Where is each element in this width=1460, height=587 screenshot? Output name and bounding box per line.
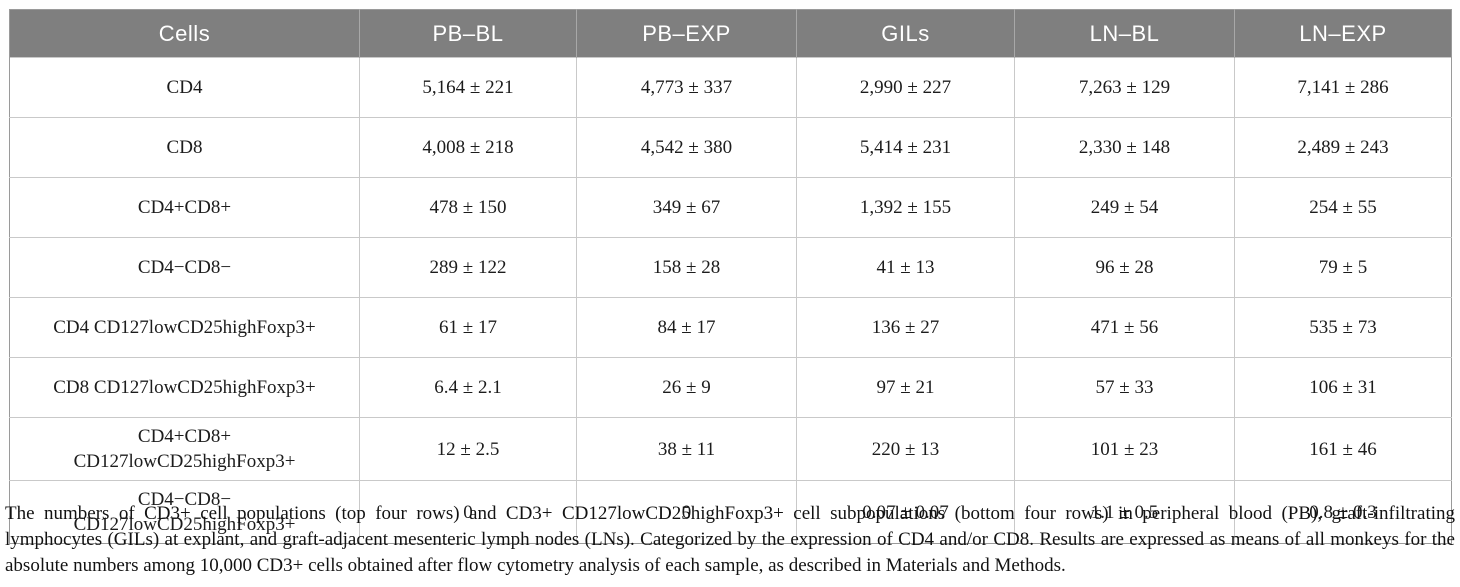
table-row: CD8 CD127lowCD25highFoxp3+ 6.4 ± 2.1 26 ± … <box>9 357 1452 418</box>
value-cell: 289 ± 122 <box>359 237 577 298</box>
value-cell: 158 ± 28 <box>576 237 797 298</box>
table-row: CD8 4,008 ± 218 4,542 ± 380 5,414 ± 231 2,33… <box>9 117 1452 178</box>
value-cell: 478 ± 150 <box>359 177 577 238</box>
value-cell: 0 <box>576 480 797 545</box>
value-cell: 535 ± 73 <box>1234 297 1452 358</box>
value-cell: 79 ± 5 <box>1234 237 1452 298</box>
table-row: CD4−CD8− 289 ± 122 158 ± 28 41 ± 13 96 ± 28 7… <box>9 237 1452 298</box>
value-cell: 96 ± 28 <box>1014 237 1235 298</box>
column-header-cells: Cells <box>9 9 360 58</box>
row-label: CD4−CD8− CD127lowCD25highFoxp3+ <box>9 480 360 545</box>
value-cell: 7,263 ± 129 <box>1014 57 1235 118</box>
value-cell: 26 ± 9 <box>576 357 797 418</box>
table-row: CD4+CD8+ 478 ± 150 349 ± 67 1,392 ± 155 249 … <box>9 177 1452 238</box>
value-cell: 4,542 ± 380 <box>576 117 797 178</box>
value-cell: 7,141 ± 286 <box>1234 57 1452 118</box>
value-cell: 220 ± 13 <box>796 416 1015 482</box>
column-header-pb-exp: PB–EXP <box>576 9 797 58</box>
value-cell: 136 ± 27 <box>796 297 1015 358</box>
table-row: CD4 CD127lowCD25highFoxp3+ 61 ± 17 84 ± 17… <box>9 297 1452 358</box>
value-cell: 349 ± 67 <box>576 177 797 238</box>
value-cell: 0 <box>359 480 577 545</box>
column-header-pb-bl: PB–BL <box>359 9 577 58</box>
table-footnote: The numbers of CD3+ cell populations (to… <box>5 503 1455 576</box>
value-cell: 0.8 ± 0.3 <box>1234 480 1452 545</box>
value-cell: 97 ± 21 <box>796 357 1015 418</box>
value-cell: 2,489 ± 243 <box>1234 117 1452 178</box>
table-header: Cells PB–BL PB–EXP GILs LN–BL LN–EXP <box>9 9 1452 58</box>
column-header-ln-exp: LN–EXP <box>1234 9 1452 58</box>
value-cell: 12 ± 2.5 <box>359 416 577 482</box>
row-label: CD8 <box>9 117 360 178</box>
table-row: CD4−CD8− CD127lowCD25highFoxp3+ 0 0 0.07 ± … <box>9 480 1452 545</box>
value-cell: 4,773 ± 337 <box>576 57 797 118</box>
row-label: CD4+CD8+ CD127lowCD25highFoxp3+ <box>9 416 360 482</box>
value-cell: 61 ± 17 <box>359 297 577 358</box>
value-cell: 249 ± 54 <box>1014 177 1235 238</box>
row-label: CD4+CD8+ <box>9 177 360 238</box>
value-cell: 471 ± 56 <box>1014 297 1235 358</box>
value-cell: 1,392 ± 155 <box>796 177 1015 238</box>
row-label: CD4 CD127lowCD25highFoxp3+ <box>9 297 360 358</box>
value-cell: 101 ± 23 <box>1014 416 1235 482</box>
cell-counts-table: Cells PB–BL PB–EXP GILs LN–BL LN–EXP CD4… <box>9 9 1452 545</box>
row-label: CD4 <box>9 57 360 118</box>
value-cell: 2,990 ± 227 <box>796 57 1015 118</box>
row-label: CD4−CD8− <box>9 237 360 298</box>
value-cell: 84 ± 17 <box>576 297 797 358</box>
column-header-ln-bl: LN–BL <box>1014 9 1235 58</box>
value-cell: 2,330 ± 148 <box>1014 117 1235 178</box>
value-cell: 5,414 ± 231 <box>796 117 1015 178</box>
value-cell: 38 ± 11 <box>576 416 797 482</box>
table-row: CD4 5,164 ± 221 4,773 ± 337 2,990 ± 227 7,26… <box>9 57 1452 118</box>
header-row: Cells PB–BL PB–EXP GILs LN–BL LN–EXP <box>9 9 1452 58</box>
value-cell: 5,164 ± 221 <box>359 57 577 118</box>
value-cell: 4,008 ± 218 <box>359 117 577 178</box>
value-cell: 6.4 ± 2.1 <box>359 357 577 418</box>
value-cell: 41 ± 13 <box>796 237 1015 298</box>
value-cell: 57 ± 33 <box>1014 357 1235 418</box>
value-cell: 161 ± 46 <box>1234 416 1452 482</box>
value-cell: 106 ± 31 <box>1234 357 1452 418</box>
column-header-gils: GILs <box>796 9 1015 58</box>
table-body: CD4 5,164 ± 221 4,773 ± 337 2,990 ± 227 7,26… <box>9 57 1452 545</box>
value-cell: 254 ± 55 <box>1234 177 1452 238</box>
value-cell: 1.1 ± 0.5 <box>1014 480 1235 545</box>
row-label: CD8 CD127lowCD25highFoxp3+ <box>9 357 360 418</box>
table-row: CD4+CD8+ CD127lowCD25highFoxp3+ 12 ± 2.5 3… <box>9 416 1452 482</box>
